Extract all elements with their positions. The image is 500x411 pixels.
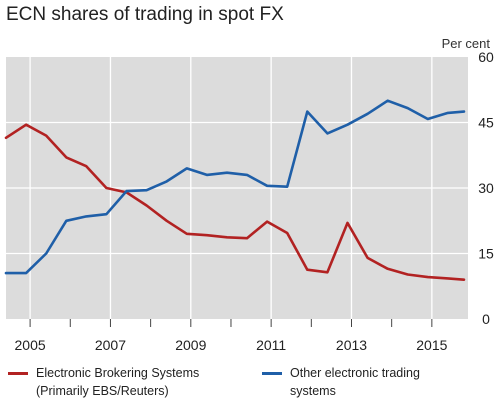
y-tick-label-15: 15	[478, 246, 494, 262]
series-lines	[4, 99, 466, 282]
y-tick-label-45: 45	[478, 115, 494, 131]
x-tick-labels: 2005 2007 2009 2011 2013 2015	[15, 337, 448, 353]
legend-label-other-line1: Other electronic trading	[290, 366, 420, 380]
series-line-ebs	[4, 123, 466, 282]
x-tick-label-2005: 2005	[15, 337, 46, 353]
x-tick-label-2013: 2013	[336, 337, 367, 353]
grid-lines	[6, 57, 468, 319]
series-line-other	[4, 99, 466, 275]
y-tick-label-60: 60	[478, 49, 494, 65]
x-tick-label-2007: 2007	[95, 337, 126, 353]
legend-item-ebs: Electronic Brokering Systems (Primarily …	[8, 364, 253, 400]
x-tick-label-2011: 2011	[256, 337, 286, 353]
x-tick-label-2015: 2015	[416, 337, 447, 353]
legend-label-other-line2: systems	[290, 384, 336, 398]
y-tick-label-0: 0	[482, 311, 490, 327]
legend-item-other: Other electronic trading systems	[262, 364, 492, 400]
x-tick-label-2009: 2009	[175, 337, 206, 353]
legend-swatch-ebs	[8, 372, 28, 375]
y-axis-unit: Per cent	[441, 36, 490, 51]
legend-swatch-other	[262, 372, 282, 375]
legend-label-ebs-line2: (Primarily EBS/Reuters)	[36, 384, 169, 398]
chart-title: ECN shares of trading in spot FX	[6, 4, 284, 25]
y-tick-labels: 0 15 30 45 60	[478, 49, 494, 327]
x-tick-marks	[29, 319, 433, 327]
y-tick-label-30: 30	[478, 180, 494, 196]
legend-label-ebs-line1: Electronic Brokering Systems	[36, 366, 200, 380]
